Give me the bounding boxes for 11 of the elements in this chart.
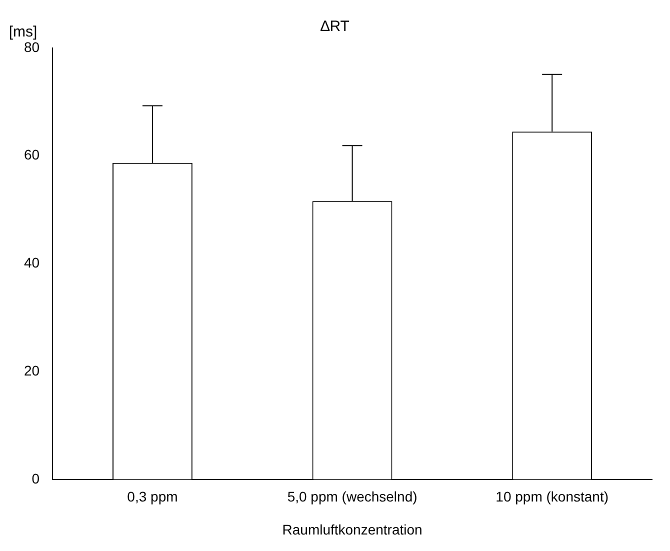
y-tick-label: 80 [24,38,40,55]
y-tick-label: 0 [32,470,40,486]
x-tick-label: 0,3 ppm [127,488,178,505]
x-tick-label: 5,0 ppm (wechselnd) [287,488,418,505]
y-tick-label: 40 [24,254,40,271]
x-tick-label: 10 ppm (konstant) [496,488,609,505]
y-axis-title: [ms] [8,24,38,41]
x-axis-title: Raumluftkonzentration [282,521,422,538]
y-tick-label: 60 [24,146,40,163]
chart-title: ∆RT [320,18,350,36]
y-tick-label: 20 [24,362,40,378]
